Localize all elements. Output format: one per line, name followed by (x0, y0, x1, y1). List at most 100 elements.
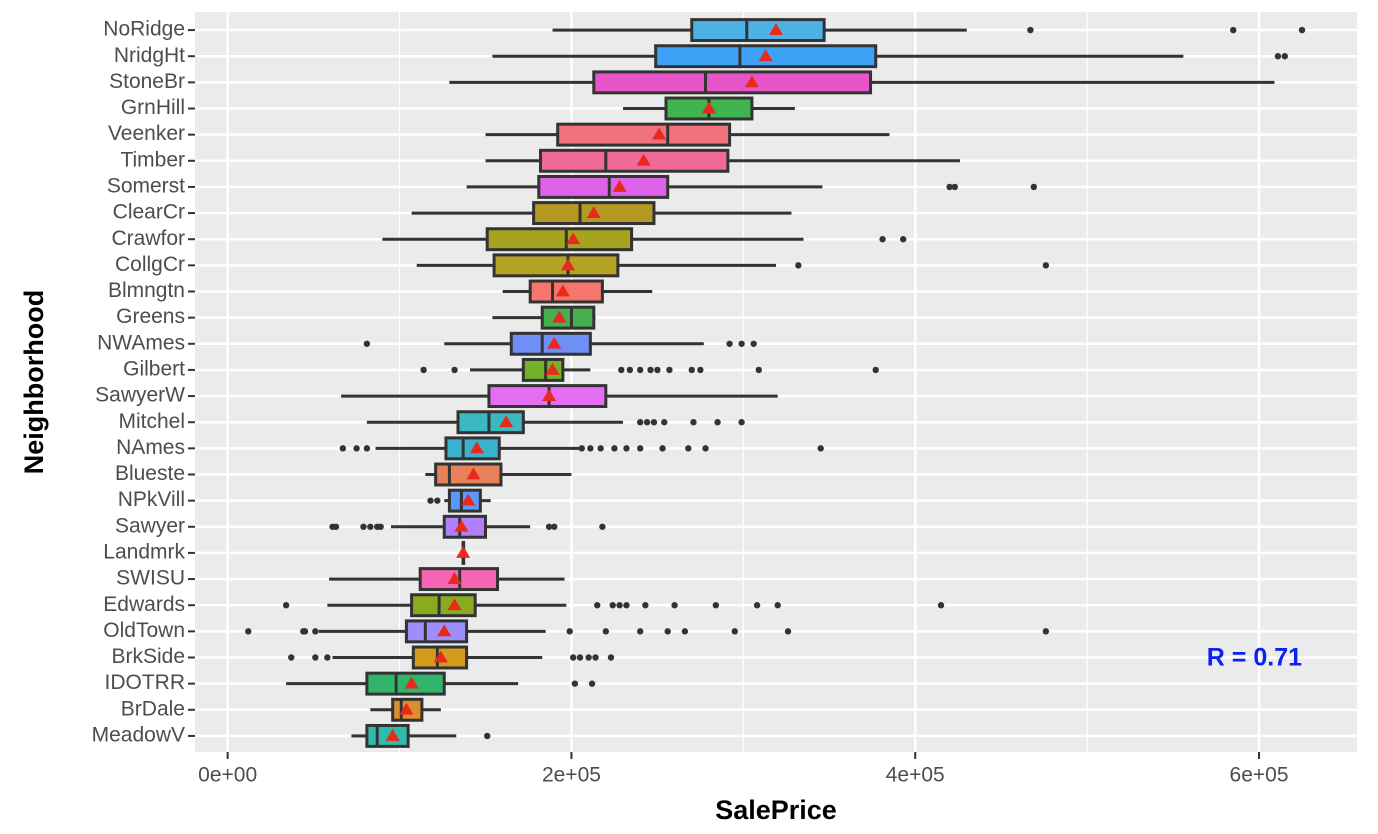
outlier (647, 366, 654, 374)
y-tick-label: NAmes (116, 436, 185, 459)
annotation: R = 0.71 (1207, 644, 1302, 672)
box (540, 305, 596, 330)
outlier (643, 419, 651, 426)
y-tick-label: CollgCr (115, 253, 185, 276)
box (365, 723, 410, 748)
y-tick-label: SawyerW (95, 384, 185, 407)
outlier (588, 680, 596, 687)
box (492, 253, 620, 278)
outlier (626, 366, 634, 374)
outlier (659, 445, 666, 452)
y-tick-label: BrDale (121, 697, 185, 720)
outlier (685, 445, 692, 452)
y-tick-label: MeadowV (92, 723, 185, 746)
y-tick-label: Edwards (103, 593, 185, 616)
y-tick-label: Blueste (115, 462, 185, 485)
mean-marker (454, 519, 469, 532)
outlier (360, 523, 367, 530)
mean-marker (433, 650, 448, 663)
outlier (545, 523, 553, 530)
outlier (774, 602, 781, 609)
outlier (650, 419, 658, 426)
y-tick-label: StoneBr (109, 70, 185, 93)
mean-marker (547, 336, 562, 349)
outlier (642, 602, 649, 609)
box (410, 593, 477, 618)
mean-marker (385, 728, 400, 741)
outlier (312, 654, 319, 661)
outlier (602, 628, 610, 635)
outlier (599, 523, 606, 530)
outlier (872, 366, 879, 374)
outlier (618, 366, 625, 374)
outlier (367, 523, 374, 530)
outlier (623, 445, 630, 452)
outlier (339, 445, 347, 452)
mean-marker (447, 598, 462, 611)
y-tick-label: Mitchel (118, 410, 185, 433)
panel (195, 12, 1357, 752)
y-tick-label: Blmngtn (108, 279, 185, 302)
mean-marker (555, 284, 570, 297)
outlier (576, 654, 584, 661)
outlier (637, 419, 644, 426)
outlier (755, 366, 763, 374)
outlier (566, 628, 573, 635)
outlier (353, 445, 360, 452)
outlier (312, 628, 319, 635)
outlier (451, 366, 458, 374)
outlier (784, 628, 792, 635)
outlier (587, 445, 594, 452)
outlier (664, 628, 671, 635)
outlier (427, 497, 434, 504)
mean-marker (586, 206, 601, 218)
y-axis-title: Neighborhood (19, 290, 49, 474)
outlier (795, 262, 802, 269)
mean-marker (447, 572, 462, 584)
outlier (879, 236, 886, 243)
outlier (1042, 262, 1050, 269)
mean-marker (612, 179, 627, 192)
outlier (661, 419, 668, 426)
outlier (484, 732, 491, 740)
mean-marker (437, 624, 452, 637)
outlier (937, 602, 945, 609)
mean-marker (545, 362, 560, 375)
outlier (594, 602, 601, 609)
box (537, 174, 670, 199)
y-tick-label: Gilbert (123, 357, 185, 380)
outlier (282, 602, 290, 609)
outlier (951, 183, 958, 191)
outlier (585, 654, 592, 661)
box (404, 619, 469, 644)
outlier (681, 628, 689, 635)
outlier (697, 366, 704, 374)
outlier (671, 602, 678, 609)
mean-marker (652, 127, 667, 140)
outlier (1027, 26, 1034, 34)
outlier (900, 236, 907, 243)
outlier (946, 183, 953, 191)
outlier (597, 445, 604, 452)
outlier (301, 628, 309, 635)
mean-marker (636, 153, 651, 166)
mean-marker (561, 258, 576, 271)
mean-marker (499, 415, 514, 428)
mean-marker (744, 75, 759, 88)
box (556, 122, 732, 147)
box (444, 436, 501, 461)
outlier (288, 654, 295, 661)
mean-marker (566, 232, 581, 245)
outlier (654, 366, 661, 374)
outlier (377, 523, 384, 530)
mean-marker (404, 676, 419, 689)
mean-marker (469, 441, 484, 454)
box (365, 671, 446, 696)
y-tick-label: ClearCr (113, 201, 185, 224)
outlier (569, 654, 577, 661)
mean-marker (461, 493, 476, 506)
y-tick-label: Timber (120, 148, 185, 171)
box (434, 462, 503, 487)
outlier (753, 602, 761, 609)
